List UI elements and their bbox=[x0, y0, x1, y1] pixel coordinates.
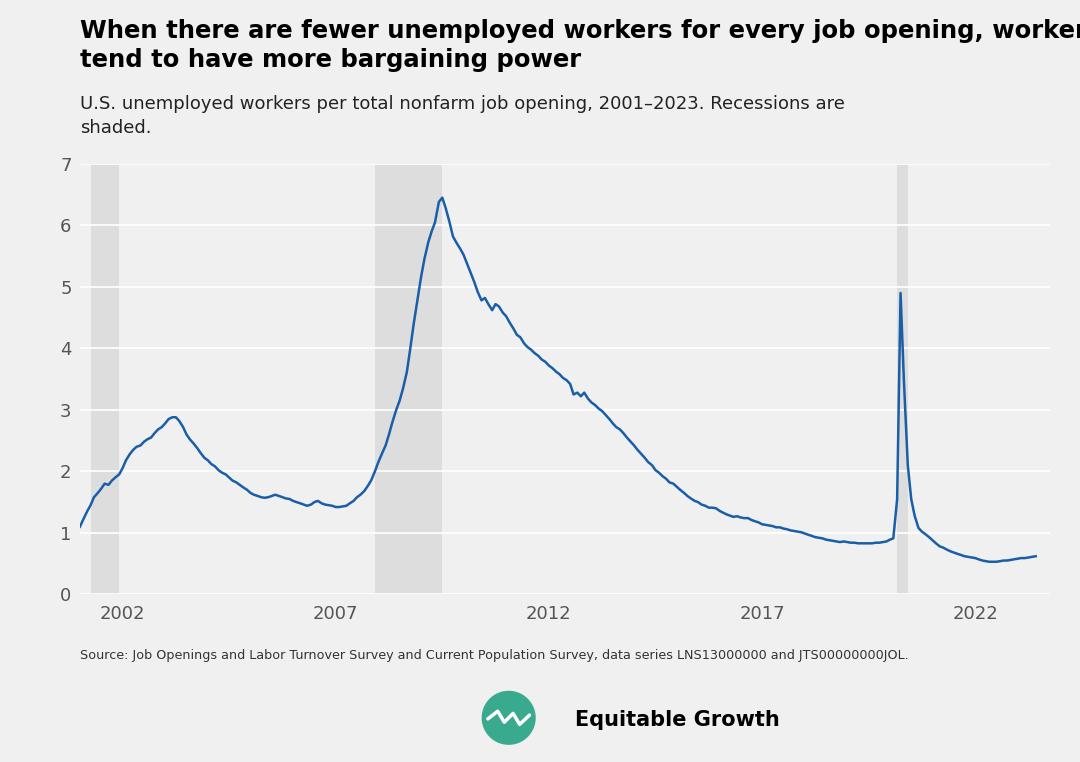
Bar bbox=[897, 164, 908, 594]
Text: Source: Job Openings and Labor Turnover Survey and Current Population Survey, da: Source: Job Openings and Labor Turnover … bbox=[80, 649, 908, 662]
Text: Equitable Growth: Equitable Growth bbox=[575, 710, 780, 730]
Text: U.S. unemployed workers per total nonfarm job opening, 2001–2023. Recessions are: U.S. unemployed workers per total nonfar… bbox=[80, 95, 845, 137]
Bar bbox=[375, 164, 443, 594]
Polygon shape bbox=[483, 691, 535, 744]
Text: When there are fewer unemployed workers for every job opening, workers
tend to h: When there are fewer unemployed workers … bbox=[80, 19, 1080, 72]
Bar bbox=[91, 164, 119, 594]
